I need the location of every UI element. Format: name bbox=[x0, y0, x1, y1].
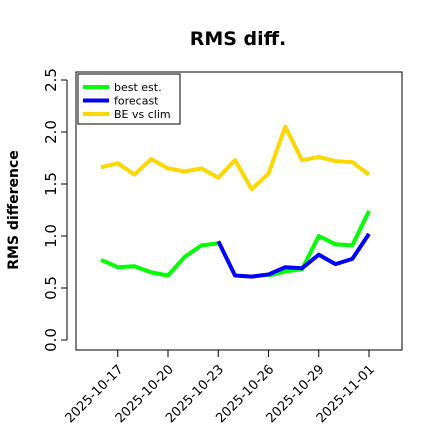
series-layer bbox=[100, 124, 371, 279]
series-line-2 bbox=[216, 232, 371, 279]
chart-title: RMS diff. bbox=[190, 28, 287, 50]
y-tick-label: 2.5 bbox=[42, 68, 60, 92]
y-axis: 0.0 0.5 1.0 1.5 2.0 2.5 bbox=[42, 68, 68, 352]
y-tick-label: 1.5 bbox=[42, 172, 60, 196]
x-axis: 2025-10-172025-10-202025-10-232025-10-26… bbox=[63, 349, 378, 426]
y-tick-label: 2.0 bbox=[42, 120, 60, 144]
series-line-1 bbox=[268, 210, 371, 278]
legend-label: BE vs clim bbox=[114, 108, 171, 121]
y-tick-label: 0.0 bbox=[42, 328, 60, 352]
series-line-3 bbox=[100, 124, 371, 192]
y-tick-label: 1.0 bbox=[42, 224, 60, 248]
y-tick-label: 0.5 bbox=[42, 276, 60, 300]
legend-label: forecast bbox=[114, 95, 159, 108]
series-line-0 bbox=[100, 241, 219, 278]
y-axis-label: RMS difference bbox=[6, 150, 22, 270]
legend-label: best est. bbox=[114, 81, 162, 94]
